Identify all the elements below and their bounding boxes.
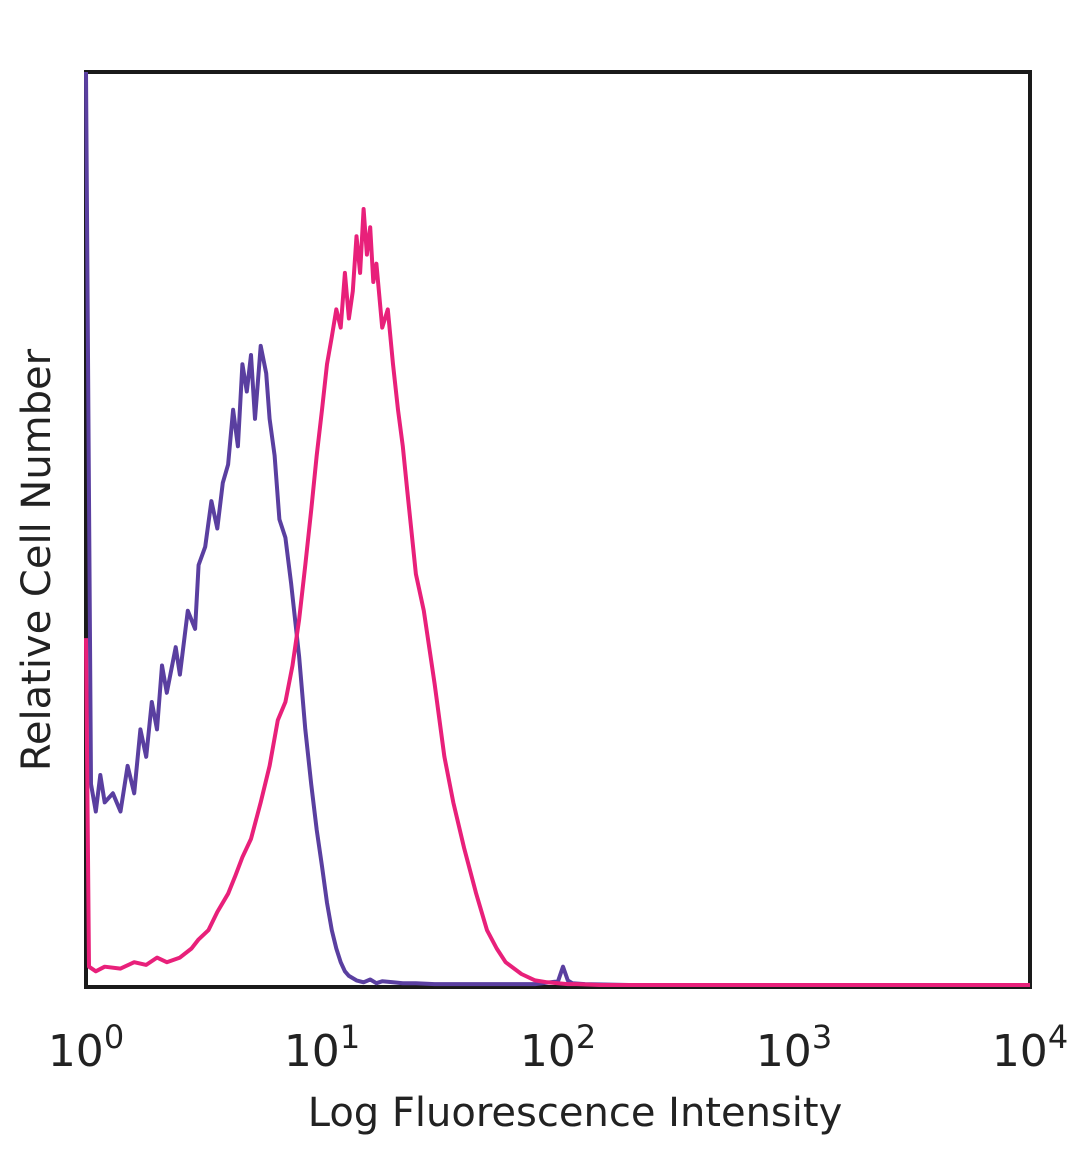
series-line-2 bbox=[84, 207, 1030, 987]
x-tick-label-3: 103 bbox=[756, 1018, 832, 1077]
x-tick-label-2: 102 bbox=[520, 1018, 596, 1077]
series-layer bbox=[84, 71, 1030, 987]
x-tick-label-1: 101 bbox=[284, 1018, 360, 1077]
plot-frame bbox=[84, 70, 1032, 989]
x-tick-label-0: 100 bbox=[48, 1018, 124, 1077]
series-line-1 bbox=[84, 71, 1030, 987]
x-tick-label-4: 104 bbox=[992, 1018, 1068, 1077]
x-tick-labels: 100 101 102 103 104 bbox=[48, 1018, 1068, 1077]
y-axis-title: Relative Cell Number bbox=[14, 348, 60, 771]
x-axis-title: Log Fluorescence Intensity bbox=[308, 1090, 843, 1136]
